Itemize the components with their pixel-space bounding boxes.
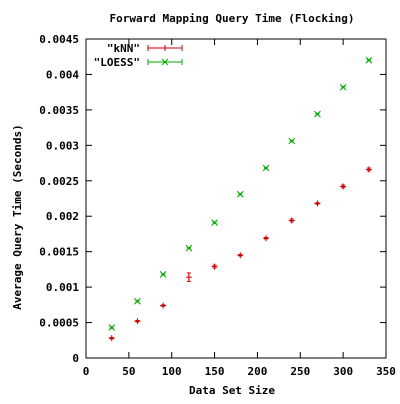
- y-tick-label: 0.003: [46, 139, 79, 152]
- data-point: [159, 270, 167, 278]
- chart-title: Forward Mapping Query Time (Flocking): [109, 12, 354, 25]
- plot-frame: [85, 38, 387, 359]
- data-point: [314, 200, 321, 207]
- legend-marker-loess: [147, 58, 183, 66]
- y-tick-label: 0.002: [46, 210, 79, 223]
- x-tick-label: 200: [247, 365, 267, 378]
- data-point: [108, 324, 116, 331]
- x-tick-label: 300: [333, 365, 353, 378]
- data-series: [108, 56, 373, 342]
- y-tick-label: 0.0045: [39, 33, 79, 46]
- data-point: [237, 252, 244, 259]
- y-tick-label: 0.0035: [39, 104, 79, 117]
- data-point: [365, 166, 372, 173]
- series-1: [108, 56, 373, 331]
- data-point: [134, 318, 141, 325]
- legend-label-knn: "kNN": [107, 42, 140, 55]
- y-axis-title: Average Query Time (Seconds): [11, 124, 24, 309]
- series-0: [108, 166, 372, 342]
- data-point: [211, 263, 218, 270]
- data-point: [314, 110, 321, 118]
- data-point: [365, 56, 373, 64]
- x-tick-label: 250: [290, 365, 310, 378]
- y-tick-label: 0.004: [46, 68, 79, 81]
- data-point: [288, 137, 296, 145]
- legend-label-loess: "LOESS": [94, 56, 140, 69]
- legend-point: [162, 45, 168, 51]
- legend-marker-knn: [147, 45, 183, 51]
- y-tick-label: 0: [72, 352, 79, 365]
- data-point: [262, 164, 270, 172]
- data-point: [160, 302, 167, 309]
- y-tick-label: 0.001: [46, 281, 79, 294]
- data-point: [211, 219, 218, 226]
- x-axis: 0 50 100 150 200 250 300 350: [83, 39, 396, 378]
- x-tick-label: 350: [376, 365, 396, 378]
- x-tick-label: 100: [162, 365, 182, 378]
- data-point: [108, 335, 115, 342]
- x-axis-title: Data Set Size: [189, 384, 275, 397]
- data-point: [263, 235, 269, 242]
- x-tick-label: 150: [205, 365, 225, 378]
- x-tick-label: 50: [122, 365, 135, 378]
- data-point: [288, 217, 295, 224]
- y-tick-label: 0.0025: [39, 175, 79, 188]
- data-point: [236, 190, 244, 198]
- data-point: [185, 274, 192, 281]
- legend-point: [161, 58, 169, 66]
- y-tick-label: 0.0005: [39, 317, 79, 330]
- data-point: [185, 244, 193, 252]
- data-point: [340, 183, 347, 190]
- data-point: [339, 83, 347, 91]
- y-tick-label: 0.0015: [39, 246, 79, 259]
- y-axis: 0 0.0005 0.001 0.0015 0.002 0.0025 0.003 0.0035…: [39, 33, 386, 365]
- data-point: [134, 297, 141, 305]
- x-tick-label: 0: [83, 365, 90, 378]
- legend: "kNN" "LOESS": [94, 42, 183, 69]
